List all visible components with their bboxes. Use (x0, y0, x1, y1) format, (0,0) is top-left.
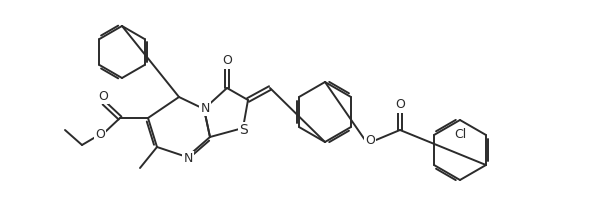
Text: O: O (95, 128, 105, 140)
Text: O: O (98, 89, 108, 103)
Text: N: N (200, 101, 209, 114)
Text: Cl: Cl (454, 128, 466, 141)
Text: N: N (184, 153, 193, 165)
Text: O: O (222, 54, 232, 68)
Text: S: S (240, 123, 249, 137)
Text: O: O (395, 99, 405, 112)
Text: O: O (365, 134, 375, 147)
